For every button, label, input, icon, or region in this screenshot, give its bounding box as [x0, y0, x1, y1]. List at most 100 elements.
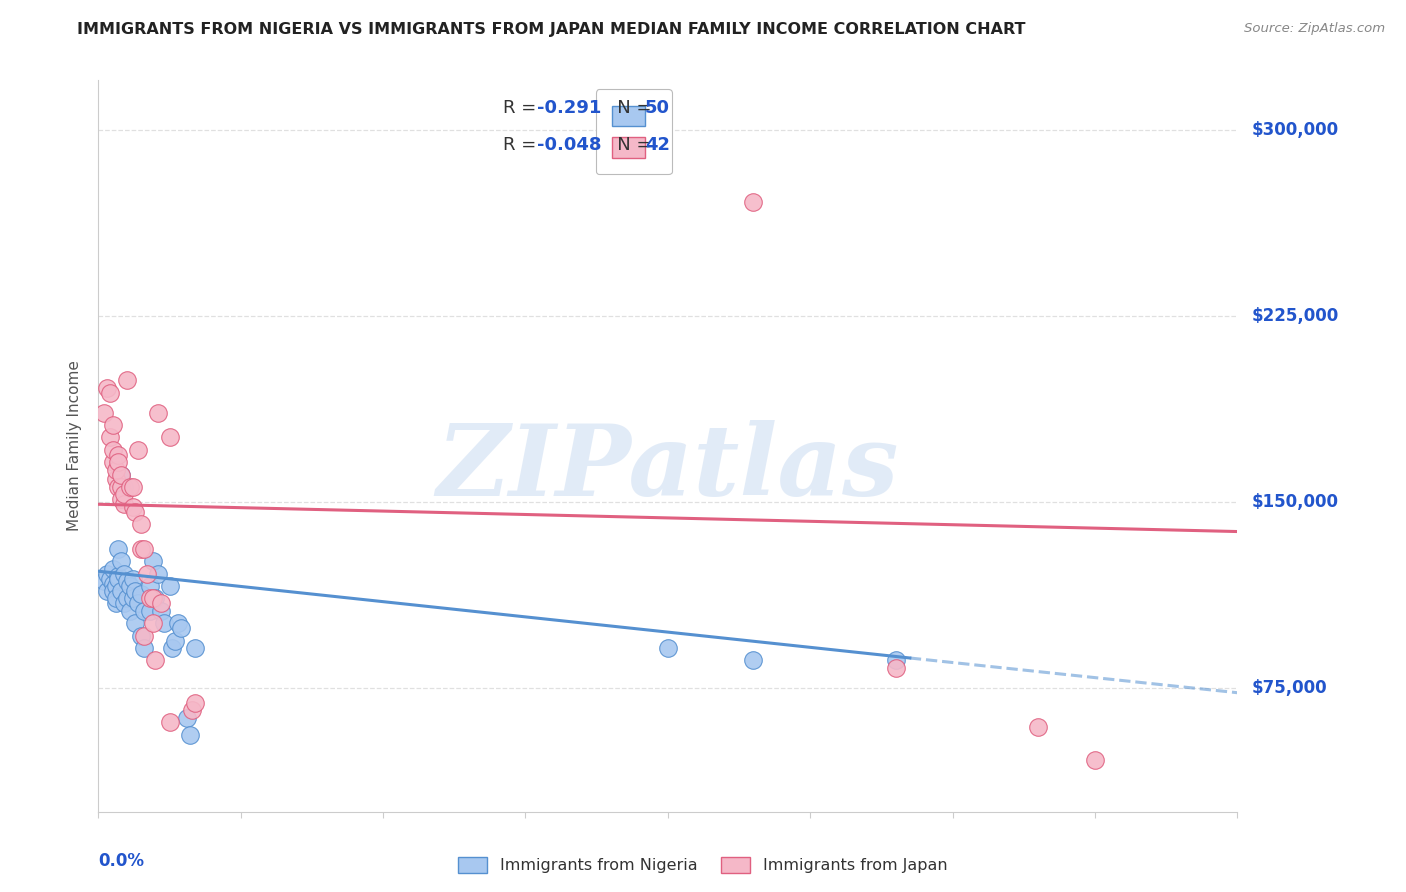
Y-axis label: Median Family Income: Median Family Income — [67, 360, 83, 532]
Text: Source: ZipAtlas.com: Source: ZipAtlas.com — [1244, 22, 1385, 36]
Point — [135, 566, 157, 581]
Legend: , : , — [596, 89, 672, 174]
Point — [104, 591, 127, 606]
Point — [112, 566, 135, 581]
Point — [121, 572, 143, 586]
Text: 50: 50 — [645, 99, 671, 117]
Point — [107, 569, 129, 583]
Text: 42: 42 — [645, 136, 671, 153]
Point — [150, 604, 173, 618]
Text: 0.0%: 0.0% — [98, 852, 145, 870]
Point — [170, 621, 193, 635]
Point — [127, 442, 149, 457]
Point — [118, 604, 141, 618]
Point — [742, 653, 765, 667]
Point — [96, 566, 118, 581]
Point — [132, 641, 155, 656]
Point — [115, 591, 138, 606]
Point — [179, 728, 201, 742]
Point — [132, 604, 155, 618]
Point — [1026, 720, 1049, 734]
Point — [107, 541, 129, 556]
Point — [162, 641, 184, 656]
Point — [112, 597, 135, 611]
Point — [657, 641, 679, 656]
Point — [176, 710, 198, 724]
Point — [107, 572, 129, 586]
Point — [129, 541, 152, 556]
Point — [153, 616, 176, 631]
Point — [121, 500, 143, 514]
Point — [884, 661, 907, 675]
Point — [138, 579, 160, 593]
Point — [112, 497, 135, 511]
Point — [145, 653, 167, 667]
Point — [150, 597, 173, 611]
Point — [124, 616, 146, 631]
Point — [145, 591, 167, 606]
Point — [159, 579, 181, 593]
Text: $75,000: $75,000 — [1251, 679, 1327, 697]
Point — [101, 584, 124, 599]
Point — [110, 467, 132, 482]
Point — [124, 584, 146, 599]
Point — [884, 653, 907, 667]
Point — [118, 480, 141, 494]
Point — [110, 492, 132, 507]
Point — [101, 417, 124, 432]
Point — [141, 554, 163, 568]
Point — [93, 405, 115, 419]
Point — [110, 467, 132, 482]
Point — [127, 597, 149, 611]
Point — [115, 373, 138, 387]
Text: $150,000: $150,000 — [1251, 492, 1339, 511]
Point — [93, 574, 115, 588]
Point — [141, 591, 163, 606]
Point — [159, 715, 181, 730]
Point — [132, 629, 155, 643]
Point — [110, 554, 132, 568]
Text: -0.291: -0.291 — [537, 99, 602, 117]
Point — [107, 455, 129, 469]
Point — [107, 448, 129, 462]
Point — [124, 505, 146, 519]
Point — [104, 462, 127, 476]
Point — [184, 696, 207, 710]
Point — [101, 576, 124, 591]
Point — [138, 591, 160, 606]
Point — [104, 597, 127, 611]
Text: $300,000: $300,000 — [1251, 121, 1339, 139]
Point — [184, 641, 207, 656]
Point — [101, 455, 124, 469]
Point — [141, 616, 163, 631]
Point — [159, 430, 181, 444]
Point — [138, 604, 160, 618]
Text: N =: N = — [599, 136, 657, 153]
Point — [742, 194, 765, 209]
Point — [148, 405, 170, 419]
Legend: Immigrants from Nigeria, Immigrants from Japan: Immigrants from Nigeria, Immigrants from… — [451, 850, 955, 880]
Point — [148, 566, 170, 581]
Point — [107, 480, 129, 494]
Point — [129, 586, 152, 600]
Text: R =: R = — [503, 99, 541, 117]
Point — [118, 579, 141, 593]
Point — [101, 562, 124, 576]
Point — [129, 517, 152, 532]
Point — [121, 591, 143, 606]
Point — [115, 574, 138, 588]
Point — [1084, 753, 1107, 767]
Text: R =: R = — [503, 136, 541, 153]
Point — [101, 442, 124, 457]
Point — [96, 381, 118, 395]
Point — [98, 572, 121, 586]
Point — [112, 487, 135, 501]
Point — [181, 703, 204, 717]
Point — [98, 430, 121, 444]
Text: ZIPatlas: ZIPatlas — [437, 420, 898, 516]
Point — [165, 633, 187, 648]
Text: N =: N = — [599, 99, 657, 117]
Point — [167, 616, 190, 631]
Point — [110, 584, 132, 599]
Point — [104, 473, 127, 487]
